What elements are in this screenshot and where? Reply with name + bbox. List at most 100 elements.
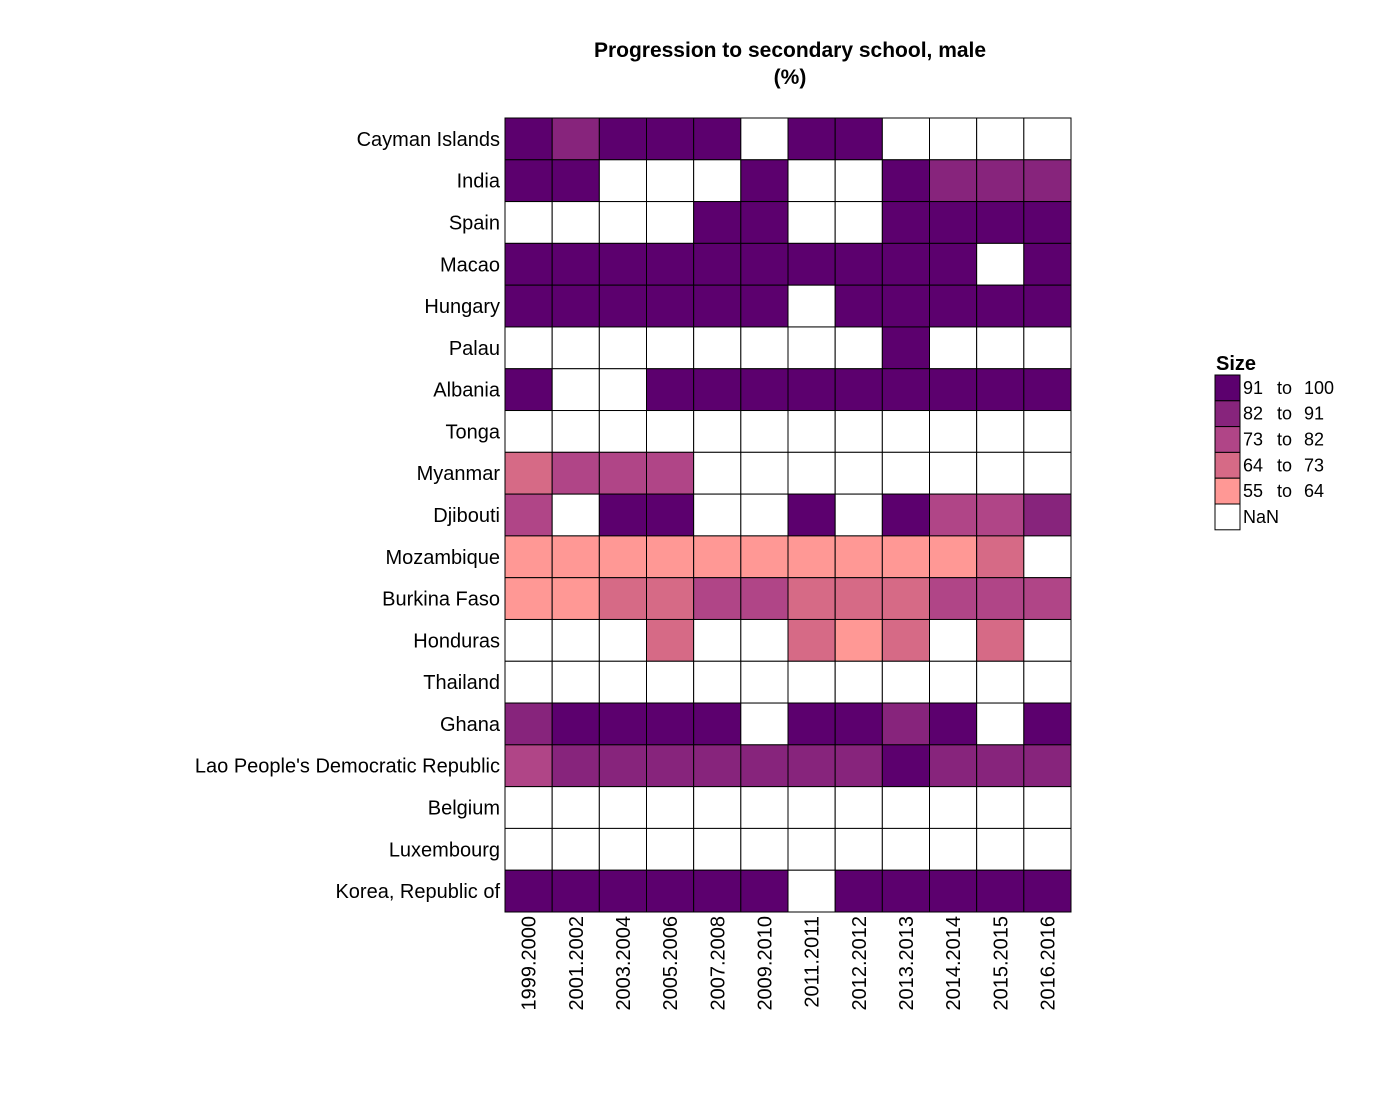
heatmap-cell [1023,577,1072,620]
heatmap-cell [976,744,1025,788]
heatmap-cell [929,410,978,453]
heatmap-cell [881,618,931,662]
heatmap-cell [881,869,931,913]
heatmap-cell [646,326,695,370]
legend-label: NaN [1243,507,1279,527]
heatmap-cell [646,577,695,620]
heatmap-cell [646,535,695,579]
heatmap-cell [598,827,648,871]
heatmap-cell [1023,242,1072,286]
heatmap-cell [740,744,789,788]
heatmap-cell [834,284,883,328]
heatmap-cell [787,786,836,829]
row-label: Cayman Islands [357,129,500,151]
heatmap-cell [787,201,836,244]
heatmap-cell [551,201,600,244]
heatmap-cell [551,117,600,161]
column-label: 2003.2004 [613,916,635,1011]
column-label: 2009.2010 [754,916,776,1011]
heatmap-cell [834,827,883,871]
heatmap-cell [881,117,931,161]
heatmap-cell [881,493,931,537]
heatmap-cell [551,284,600,328]
heatmap-cell [834,242,883,286]
column-label: 2005.2006 [660,916,682,1011]
heatmap-cell [976,577,1025,620]
heatmap-cell [740,326,789,370]
heatmap-cell [787,368,836,412]
heatmap-cell [693,117,742,161]
legend-label: 64 [1304,481,1324,501]
heatmap-cell [976,827,1025,871]
heatmap-cell [740,869,789,913]
heatmap-cell [1023,117,1072,161]
heatmap-cell [976,117,1025,161]
column-label: 2007.2008 [707,916,729,1011]
column-label: 2014.2014 [943,916,965,1011]
heatmap-cell [598,159,648,203]
legend-swatch [1214,451,1241,479]
heatmap-cell [646,660,695,704]
legend-swatch [1214,426,1241,453]
legend-label: 100 [1304,378,1334,398]
heatmap-cell [598,284,648,328]
heatmap-cell [881,451,931,495]
heatmap-cell [693,242,742,286]
legend-label: 82 [1243,404,1263,424]
heatmap-cell [551,869,600,913]
heatmap-cell [1023,493,1072,537]
heatmap-cell [787,744,836,788]
heatmap-cell [504,744,553,788]
heatmap-cell [929,827,978,871]
heatmap-cell [1023,368,1072,412]
heatmap-cell [1023,326,1072,370]
column-label: 1999.2000 [519,916,541,1011]
heatmap-cell [929,284,978,328]
heatmap-cell [881,660,931,704]
chart-subtitle: (%) [774,66,807,89]
heatmap-cell [834,451,883,495]
heatmap-cell [551,326,600,370]
heatmap-cell [881,242,931,286]
heatmap-cell [693,284,742,328]
heatmap-cell [551,410,600,453]
heatmap-cell [1023,284,1072,328]
heatmap-cell [598,493,648,537]
heatmap-cell [693,410,742,453]
heatmap-cell [976,786,1025,829]
row-label: Spain [449,212,500,234]
heatmap-cell [598,869,648,913]
row-label: Myanmar [417,463,501,485]
heatmap-cell [787,410,836,453]
heatmap-cell [646,117,695,161]
heatmap-cell [787,660,836,704]
heatmap-cell [976,159,1025,203]
heatmap-cell [834,869,883,913]
chart-title: Progression to secondary school, male [594,39,986,62]
legend-swatch [1214,400,1241,428]
heatmap-cell [834,117,883,161]
heatmap-cell [929,618,978,662]
heatmap-cell [504,242,553,286]
heatmap-cell [646,410,695,453]
heatmap-cell [693,535,742,579]
heatmap-cell [646,744,695,788]
heatmap-cell [787,493,836,537]
heatmap-cell [551,744,600,788]
heatmap-cell [646,786,695,829]
heatmap-cell [976,869,1025,913]
heatmap-cell [740,159,789,203]
heatmap-cell [929,535,978,579]
row-label: Ghana [440,714,501,736]
heatmap-cell [504,368,553,412]
heatmap-cell [740,577,789,620]
heatmap-cell [740,284,789,328]
heatmap-cell [834,326,883,370]
row-label: Burkina Faso [382,589,500,611]
legend-swatch [1214,477,1241,505]
legend-label: to [1277,430,1292,450]
heatmap-cell [646,618,695,662]
row-labels: Cayman Islands India Spain Macao Hungary Pala… [195,129,501,903]
legend-label: to [1277,404,1292,424]
